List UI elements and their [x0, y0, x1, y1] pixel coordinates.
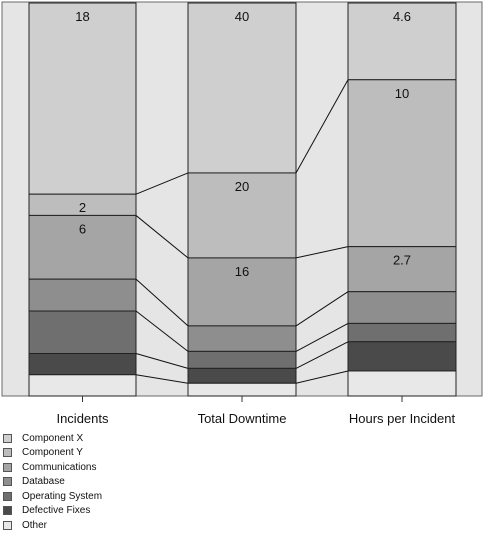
- legend-item-other: Other: [3, 518, 102, 533]
- bar-segment-other-total-downtime: [187, 382, 297, 397]
- legend-swatch: [3, 477, 12, 487]
- connector-line: [135, 172, 189, 195]
- bar-segment-component-y-hours-per-incident: [347, 79, 457, 248]
- connector-line: [295, 370, 349, 384]
- bar-segment-defective-fixes-hours-per-incident: [347, 341, 457, 372]
- legend-swatch: [3, 520, 12, 530]
- value-label-communications-incidents: 6: [79, 221, 86, 236]
- bar-segment-database-incidents: [28, 278, 137, 312]
- connector-line: [295, 322, 349, 352]
- value-label-component-x-hours-per-incident: 4.6: [393, 9, 411, 24]
- bar-segment-defective-fixes-total-downtime: [187, 367, 297, 384]
- legend-label: Defective Fixes: [22, 505, 91, 517]
- legend-item-communications: Communications: [3, 460, 102, 475]
- bar-segment-database-total-downtime: [187, 325, 297, 352]
- value-label-communications-hours-per-incident: 2.7: [393, 253, 411, 268]
- bar-segment-component-y-total-downtime: [187, 172, 297, 259]
- legend-item-operating-system: Operating System: [3, 489, 102, 504]
- connector-line: [135, 310, 189, 352]
- legend-label: Other: [22, 519, 48, 531]
- legend-item-component-y: Component Y: [3, 446, 102, 461]
- legend-swatch: [3, 506, 12, 516]
- bar-segment-operating-system-hours-per-incident: [347, 322, 457, 343]
- value-label-component-x-total-downtime: 40: [235, 9, 249, 24]
- legend-item-defective-fixes: Defective Fixes: [3, 504, 102, 519]
- bar-segment-component-x-incidents: [28, 2, 137, 195]
- connector-line: [135, 353, 189, 369]
- bar-segment-defective-fixes-incidents: [28, 353, 137, 376]
- connector-line: [295, 246, 349, 259]
- bar-segment-other-hours-per-incident: [347, 370, 457, 397]
- bar-segment-operating-system-incidents: [28, 310, 137, 355]
- legend-label: Communications: [22, 461, 97, 473]
- bar-segment-communications-total-downtime: [187, 257, 297, 327]
- legend-swatch: [3, 448, 12, 458]
- legend-label: Operating System: [22, 490, 103, 502]
- connector-line: [295, 79, 349, 174]
- connector-line: [295, 291, 349, 327]
- bar-segment-other-incidents: [28, 374, 137, 397]
- legend-swatch: [3, 433, 12, 443]
- category-label-hours-per-incident: Hours per Incident: [349, 411, 456, 426]
- bar-segment-component-x-total-downtime: [187, 2, 297, 174]
- legend: Component X Component Y Communications Data…: [3, 431, 102, 533]
- category-label-incidents: Incidents: [56, 411, 109, 426]
- legend-swatch: [3, 491, 12, 501]
- legend-swatch: [3, 462, 12, 472]
- value-label-component-y-hours-per-incident: 10: [395, 86, 409, 101]
- legend-label: Database: [22, 476, 65, 488]
- value-label-component-y-total-downtime: 20: [235, 179, 249, 194]
- legend-label: Component X: [22, 432, 84, 444]
- legend-label: Component Y: [22, 447, 83, 459]
- connector-line: [135, 215, 189, 259]
- legend-item-database: Database: [3, 475, 102, 490]
- connector-line: [295, 341, 349, 369]
- bar-segment-communications-hours-per-incident: [347, 246, 457, 293]
- legend-item-component-x: Component X: [3, 431, 102, 446]
- value-label-component-x-incidents: 18: [75, 9, 89, 24]
- bar-segment-operating-system-total-downtime: [187, 350, 297, 369]
- bar-segment-database-hours-per-incident: [347, 291, 457, 324]
- value-label-component-y-incidents: 2: [79, 200, 86, 215]
- connector-line: [135, 278, 189, 327]
- connector-line: [135, 374, 189, 384]
- value-label-communications-total-downtime: 16: [235, 264, 249, 279]
- bar-segment-communications-incidents: [28, 214, 137, 280]
- bar-segment-component-x-hours-per-incident: [347, 2, 457, 81]
- category-label-total-downtime: Total Downtime: [198, 411, 287, 426]
